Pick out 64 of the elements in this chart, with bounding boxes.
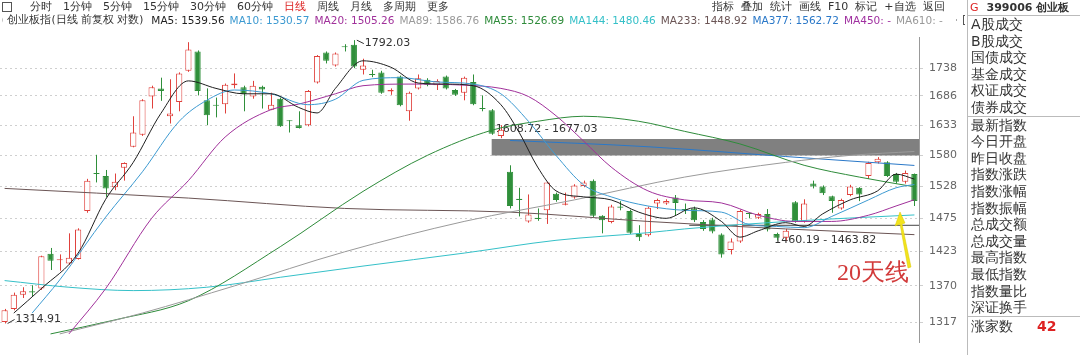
annotation: 1792.03 xyxy=(364,36,411,50)
text: 更多 xyxy=(427,0,449,13)
text: MA233: 1448.92 xyxy=(660,13,748,26)
text: 15分钟 xyxy=(143,0,179,13)
text: MA610: - xyxy=(895,13,943,26)
text: 分时 xyxy=(30,0,52,13)
y-tick-label: 1423 xyxy=(929,244,958,258)
text: 画线 xyxy=(799,0,821,13)
text: A股成交 xyxy=(970,16,1024,33)
text: MA450: - xyxy=(843,13,891,26)
text: 399006 创业板 xyxy=(986,1,1070,14)
text: +自选 xyxy=(884,0,916,13)
text: 标记 xyxy=(855,0,878,13)
text: 指数量比 xyxy=(970,282,1028,300)
text: 30分钟 xyxy=(190,0,226,13)
text: MA55: 1526.69 xyxy=(484,13,565,26)
text: 最低指数 xyxy=(970,265,1028,283)
text: 指标 xyxy=(712,0,734,13)
text: 今日开盘 xyxy=(970,133,1028,150)
text: 统计 xyxy=(770,0,792,13)
text: 指数涨幅 xyxy=(970,182,1028,200)
text: 债券成交 xyxy=(970,98,1028,116)
text: 5分钟 xyxy=(103,0,132,13)
text: 权证成交 xyxy=(970,82,1028,99)
y-tick-label: 1317 xyxy=(929,314,958,328)
text: 深证换手 xyxy=(970,299,1028,316)
text: 国债成交 xyxy=(970,49,1028,66)
text: MA144: 1480.46 xyxy=(569,13,656,26)
y-tick-label: 1580 xyxy=(929,148,958,162)
text: 叠加 xyxy=(741,0,763,13)
text: 月线 xyxy=(350,0,372,13)
annotation: 20天线 xyxy=(837,259,910,286)
text: 周线 xyxy=(317,0,339,13)
chart-title: 创业板指(日线 前复权 对数) xyxy=(7,12,144,27)
y-tick-label: 1633 xyxy=(929,118,958,132)
annotation: 1314.91 xyxy=(15,312,62,326)
text: 多周期 xyxy=(383,0,416,13)
text: 42 xyxy=(1037,316,1057,335)
text: F10 xyxy=(828,0,849,13)
text: 指数涨跌 xyxy=(970,166,1028,183)
text: 1分钟 xyxy=(63,0,92,13)
text: MA10: 1530.57 xyxy=(229,13,310,26)
text: 昨日收盘 xyxy=(970,149,1028,167)
text: 日线 xyxy=(284,0,306,13)
text: 总成交额 xyxy=(970,216,1028,233)
y-tick-label: 1738 xyxy=(929,61,958,75)
text: 返回 xyxy=(922,0,945,13)
y-tick-label: 1686 xyxy=(929,88,958,102)
text: 60分钟 xyxy=(237,0,273,13)
text: 基金成交 xyxy=(970,65,1028,83)
text: MA377: 1562.72 xyxy=(752,13,839,26)
y-tick-label: 1475 xyxy=(929,211,958,225)
text: MA89: 1586.76 xyxy=(399,13,480,26)
text: MA5: 1539.56 xyxy=(151,13,225,26)
text: 指数振幅 xyxy=(970,199,1028,217)
text: 最高指数 xyxy=(970,249,1028,266)
text: MA20: 1505.26 xyxy=(314,13,395,26)
y-tick-label: 1528 xyxy=(929,178,958,192)
text: 总成交量 xyxy=(970,232,1028,250)
text: 最新指数 xyxy=(968,115,1080,134)
text: 涨家数 xyxy=(971,316,1013,335)
text: B股成交 xyxy=(970,32,1024,50)
y-tick-label: 1370 xyxy=(929,278,958,292)
text: G xyxy=(970,1,979,14)
